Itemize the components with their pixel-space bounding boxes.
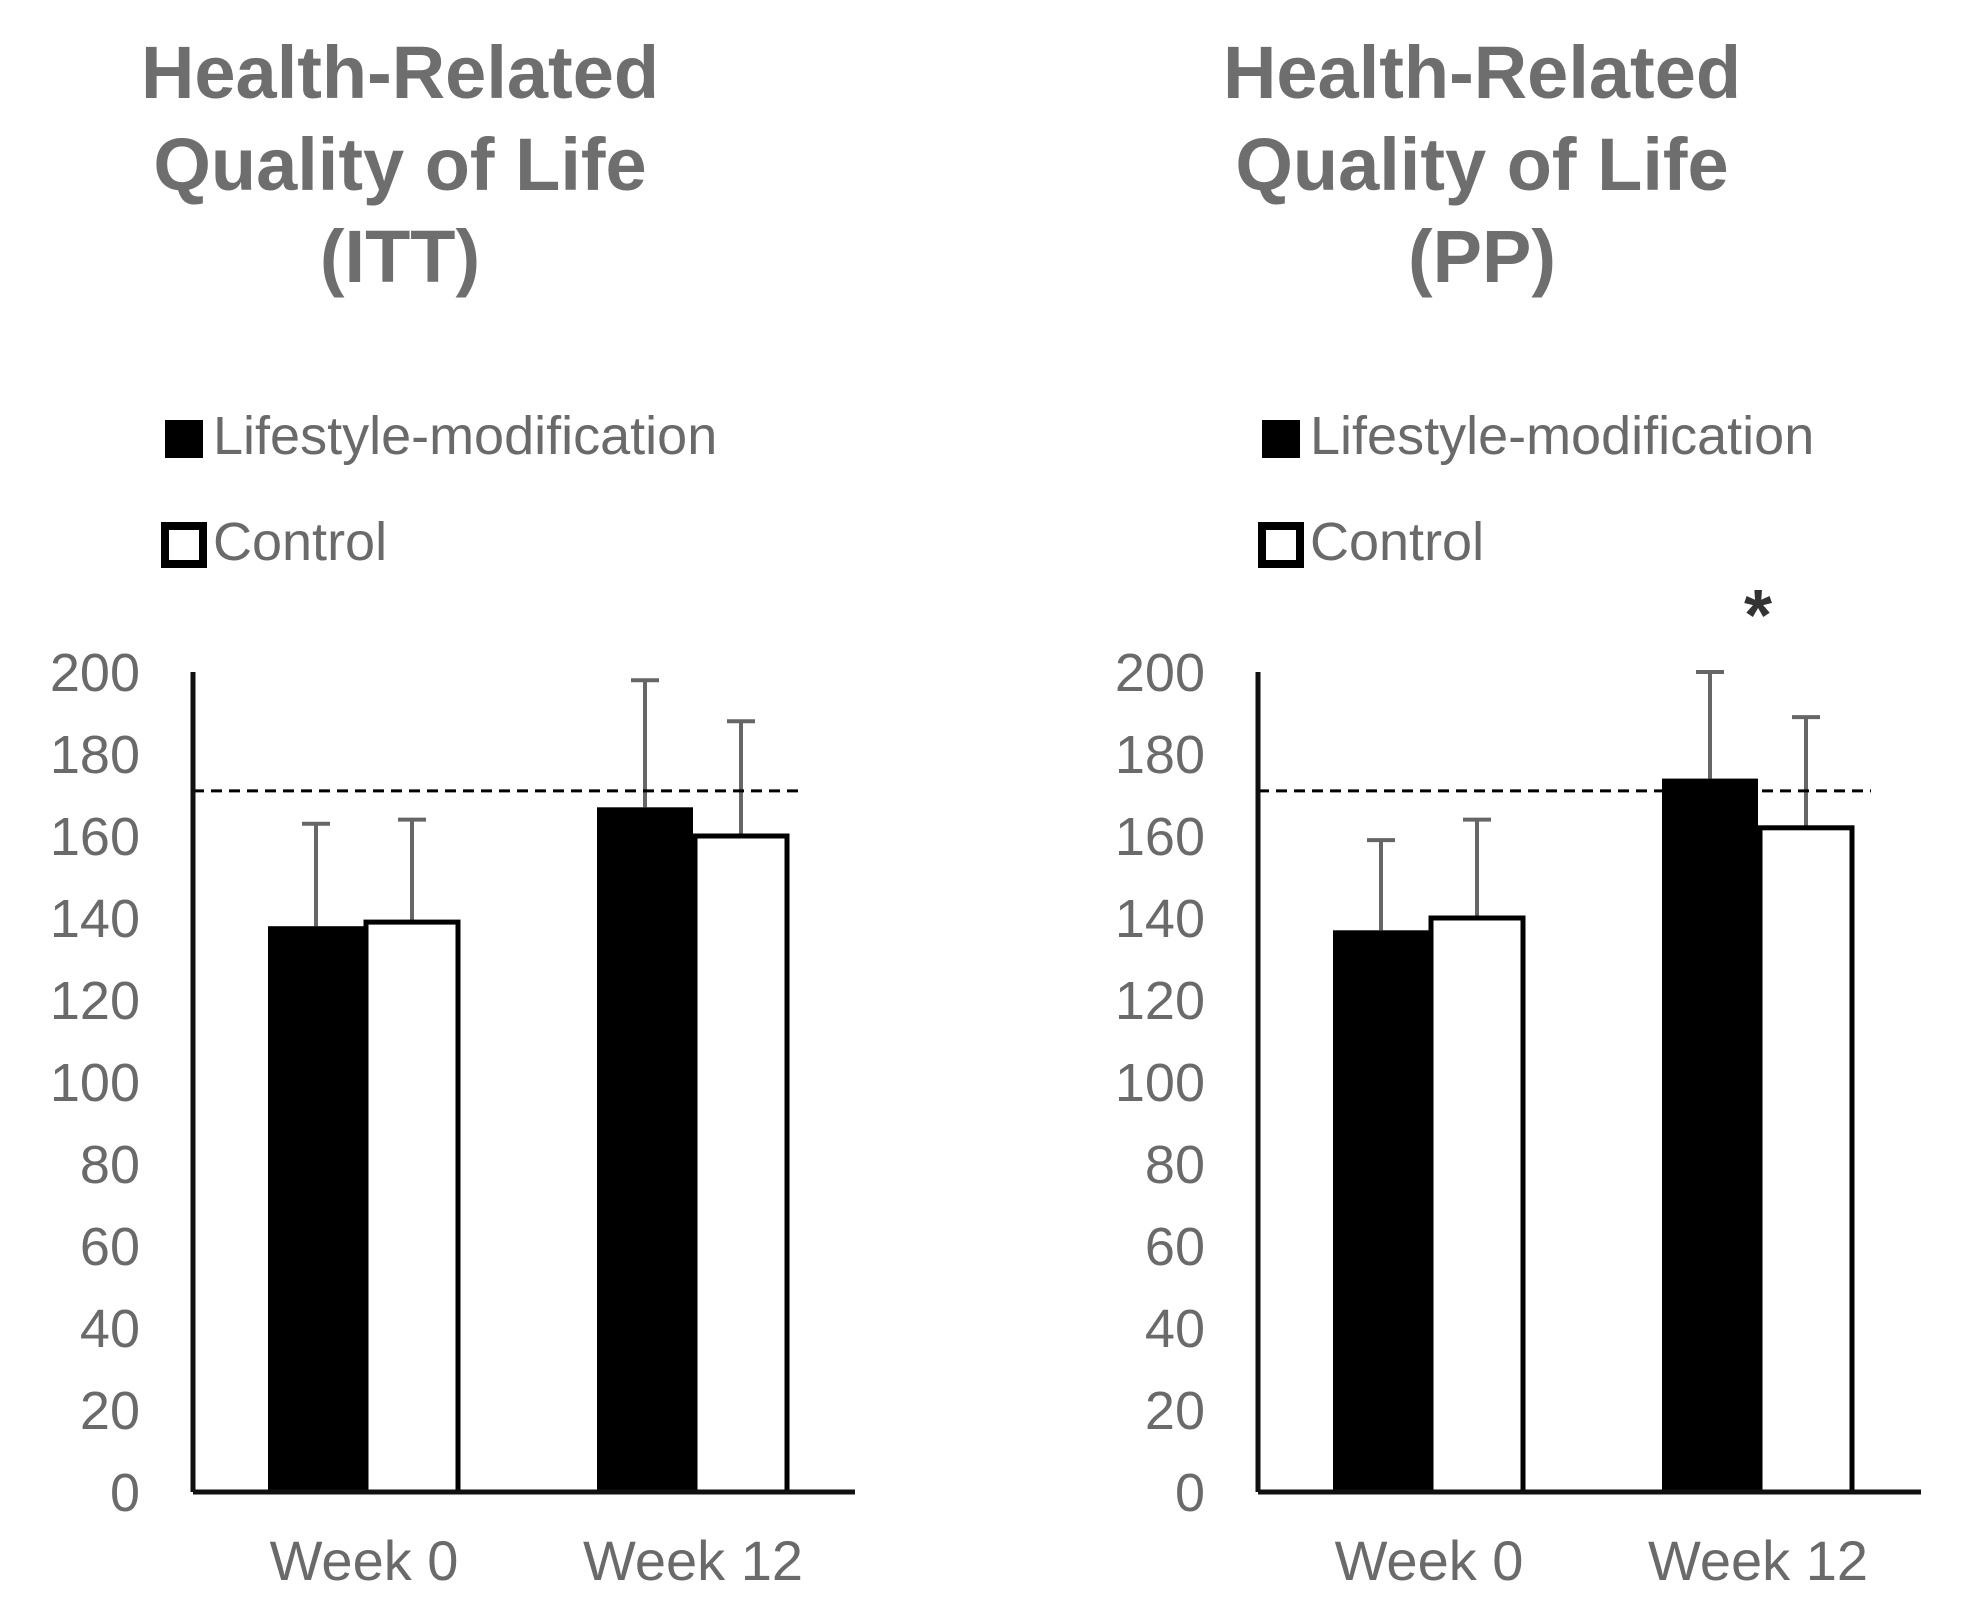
y-tick-label: 80 bbox=[1145, 1135, 1205, 1195]
bar-lifestyle bbox=[1662, 778, 1758, 1492]
significance-asterisk: * bbox=[1744, 576, 1772, 656]
legend-swatch-control bbox=[1258, 522, 1304, 568]
y-tick-label: 0 bbox=[1175, 1463, 1205, 1523]
y-tick-label: 200 bbox=[50, 643, 140, 703]
x-category-label: Week 0 bbox=[1335, 1529, 1524, 1592]
legend-swatch-control bbox=[161, 522, 207, 568]
legend-label: Lifestyle-modification bbox=[1310, 406, 1814, 466]
y-tick-label: 120 bbox=[1115, 971, 1205, 1031]
y-tick-label: 140 bbox=[50, 889, 140, 949]
y-tick-label: 160 bbox=[1115, 807, 1205, 867]
y-tick-label: 140 bbox=[1115, 889, 1205, 949]
bar-control bbox=[363, 919, 461, 1495]
chart-panel-pp: Health-Related Quality of Life (PP) Lifesty… bbox=[1115, 31, 1921, 1592]
x-category-label: Week 12 bbox=[1648, 1529, 1868, 1592]
chart-title-line: (ITT) bbox=[320, 215, 480, 298]
x-category-label: Week 0 bbox=[270, 1529, 459, 1592]
y-tick-label: 100 bbox=[1115, 1053, 1205, 1113]
chart-title-line: Health-Related bbox=[141, 31, 659, 114]
y-tick-label: 160 bbox=[50, 807, 140, 867]
legend-label: Control bbox=[213, 512, 387, 572]
legend-swatch-lifestyle bbox=[165, 420, 203, 458]
legend-label: Control bbox=[1310, 512, 1484, 572]
y-tick-label: 60 bbox=[80, 1217, 140, 1277]
y-tick-label: 20 bbox=[1145, 1381, 1205, 1441]
legend-label: Lifestyle-modification bbox=[213, 406, 717, 466]
y-tick-label: 180 bbox=[1115, 725, 1205, 785]
y-tick-label: 60 bbox=[1145, 1217, 1205, 1277]
bar-control bbox=[1757, 825, 1855, 1495]
chart-title-line: Health-Related bbox=[1223, 31, 1741, 114]
y-tick-label: 120 bbox=[50, 971, 140, 1031]
chart-title-line: Quality of Life bbox=[153, 123, 646, 206]
y-tick-label: 20 bbox=[80, 1381, 140, 1441]
y-tick-label: 80 bbox=[80, 1135, 140, 1195]
y-tick-label: 40 bbox=[80, 1299, 140, 1359]
chart-title-line: Quality of Life bbox=[1235, 123, 1728, 206]
chart-title-line: (PP) bbox=[1408, 215, 1556, 298]
x-category-label: Week 12 bbox=[583, 1529, 803, 1592]
bar-control bbox=[692, 833, 790, 1495]
bar-lifestyle bbox=[268, 926, 364, 1492]
legend-swatch-lifestyle bbox=[1262, 420, 1300, 458]
bar-lifestyle bbox=[1333, 930, 1429, 1492]
bar-lifestyle bbox=[597, 807, 693, 1492]
y-tick-label: 0 bbox=[110, 1463, 140, 1523]
y-tick-label: 40 bbox=[1145, 1299, 1205, 1359]
y-tick-label: 100 bbox=[50, 1053, 140, 1113]
bar-control bbox=[1428, 915, 1526, 1495]
chart-panel-itt: Health-Related Quality of Life (ITT) Lifest… bbox=[50, 31, 855, 1592]
y-tick-label: 180 bbox=[50, 725, 140, 785]
y-tick-label: 200 bbox=[1115, 643, 1205, 703]
